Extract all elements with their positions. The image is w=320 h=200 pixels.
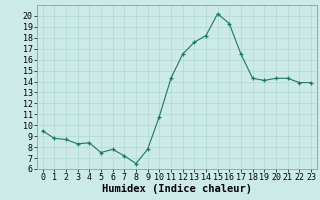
X-axis label: Humidex (Indice chaleur): Humidex (Indice chaleur) bbox=[102, 184, 252, 194]
